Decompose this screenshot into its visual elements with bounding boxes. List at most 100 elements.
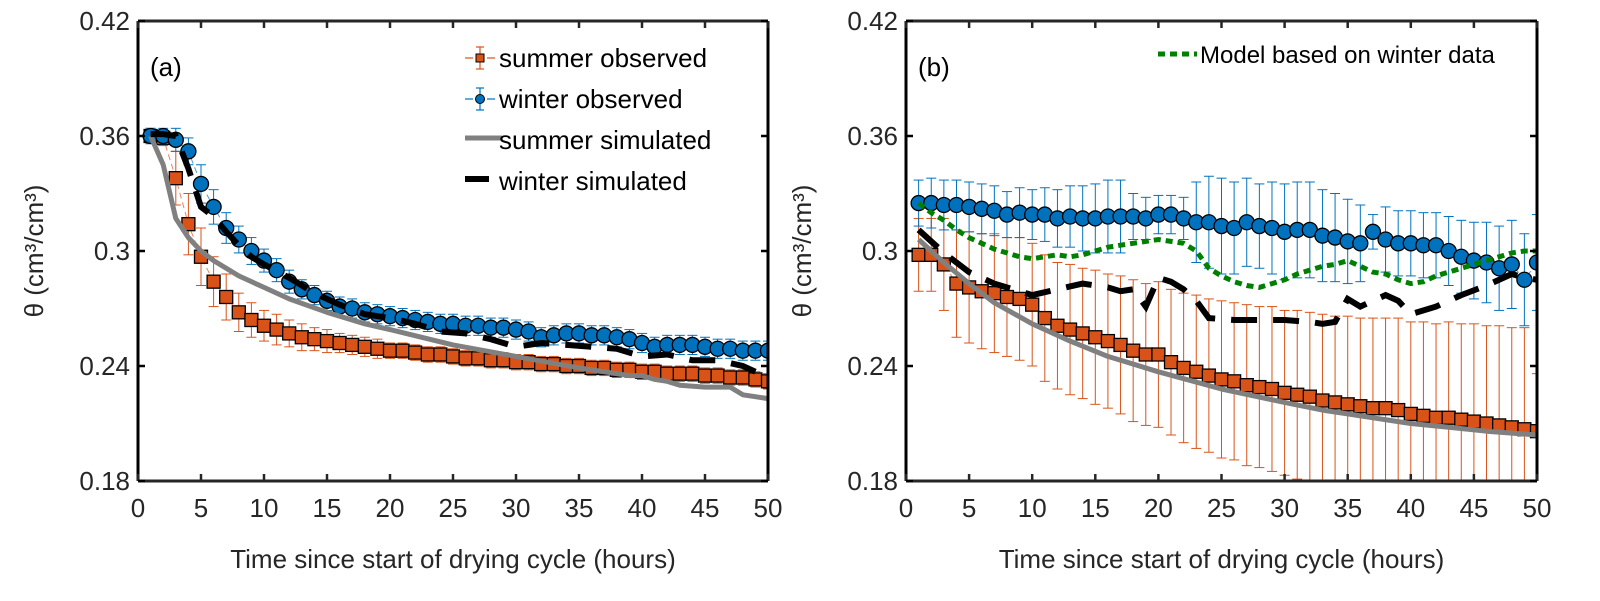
data-point-square (1277, 385, 1292, 400)
x-tick-label: 20 (376, 493, 405, 523)
data-point-square (697, 368, 713, 383)
data-point-square (723, 370, 738, 385)
legend-marker-square (475, 53, 485, 63)
y-tick-label: 0.18 (847, 466, 898, 496)
axes: 0 5 10 15 20 25 30 35 40 45 50 0.18 0.24 0.3 0.36 0.42 (79, 6, 782, 523)
data-point-square (911, 247, 926, 262)
data-point-square (408, 345, 423, 360)
data-point-square (1529, 424, 1537, 439)
data-point-square (1252, 379, 1267, 395)
data-point-square (1315, 393, 1330, 408)
data-point-square (445, 349, 461, 364)
data-point-square (1037, 310, 1052, 326)
data-point-square (1163, 355, 1179, 370)
data-point-square (1025, 297, 1040, 312)
x-tick-label: 30 (1270, 493, 1299, 523)
data-point-square (1391, 402, 1406, 418)
data-point-square (395, 343, 410, 358)
summer-simulated-line (148, 134, 768, 402)
x-tick-label: 45 (1459, 493, 1488, 523)
data-point-square (382, 343, 398, 358)
series-summer-simulated (916, 237, 1537, 438)
legend: summer observed winter observed summer sim… (465, 43, 711, 196)
data-point-square (1365, 401, 1381, 416)
summer-simulated-line (916, 237, 1537, 438)
data-point-square (1138, 347, 1153, 362)
panel-b: 0 5 10 15 20 25 30 35 40 45 50 0.18 0.24 0.3 0.36 0.42 T… (787, 6, 1551, 574)
data-point-circle (1528, 254, 1537, 271)
x-tick-label: 30 (502, 493, 531, 523)
legend-label: winter simulated (498, 166, 687, 196)
x-tick-label: 45 (691, 493, 720, 523)
data-point-square (1113, 337, 1128, 353)
legend-item: winter simulated (465, 166, 687, 196)
data-point-square (1327, 395, 1343, 410)
data-point-square (1353, 399, 1368, 414)
legend-label: summer observed (499, 43, 707, 73)
x-tick-label: 10 (1018, 493, 1047, 523)
series-winter-observed (142, 127, 768, 361)
x-tick-label: 0 (899, 493, 913, 523)
x-tick-label: 15 (313, 493, 342, 523)
data-point-square (256, 318, 272, 333)
x-tick-label: 50 (1523, 493, 1552, 523)
error-bar (763, 340, 768, 361)
legend-item: summer observed (465, 43, 707, 73)
plot-area (142, 127, 768, 402)
y-tick-label: 0.42 (79, 6, 130, 36)
axes: 0 5 10 15 20 25 30 35 40 45 50 0.18 0.24 0.3 0.36 0.42 (847, 6, 1551, 523)
winter-simulated-line (916, 227, 1537, 327)
x-tick-label: 25 (1207, 493, 1236, 523)
data-point-square (685, 366, 700, 381)
data-point-circle (1364, 223, 1382, 240)
data-point-square (1201, 368, 1217, 383)
data-point-square (294, 330, 309, 345)
series-model-based-on-winter-data (917, 201, 1537, 290)
panel-label: (b) (918, 52, 950, 82)
data-point-square (672, 366, 687, 381)
data-point-square (1479, 416, 1494, 431)
data-point-square (1062, 322, 1078, 337)
data-point-square (319, 333, 335, 349)
series-winter-observed (910, 175, 1537, 327)
data-point-square (1050, 318, 1065, 333)
data-point-circle (1516, 271, 1533, 288)
data-point-square (1416, 408, 1431, 423)
x-tick-label: 5 (194, 493, 208, 523)
data-point-square (1189, 364, 1204, 379)
data-point-circle (759, 342, 768, 359)
x-tick-label: 35 (565, 493, 594, 523)
error-bar (1532, 373, 1537, 481)
data-point-square (1088, 330, 1103, 345)
data-point-square (244, 312, 259, 328)
y-tick-label: 0.36 (79, 121, 130, 151)
data-point-square (332, 335, 347, 351)
x-tick-label: 25 (439, 493, 468, 523)
data-point-square (999, 289, 1015, 305)
legend-label: winter observed (498, 84, 683, 114)
data-point-square (1302, 389, 1317, 404)
winter-simulated-line (150, 131, 768, 381)
x-axis-label: Time since start of drying cycle (hours) (230, 544, 676, 574)
panel-label: (a) (150, 52, 182, 82)
legend-label: summer simulated (499, 125, 711, 155)
data-point-square (1454, 412, 1469, 427)
legend-label: Model based on winter data (1200, 42, 1496, 69)
data-point-square (1214, 372, 1229, 387)
data-point-circle (1503, 256, 1520, 273)
data-point-square (231, 305, 246, 320)
data-point-square (1378, 401, 1393, 416)
series-summer-observed (911, 217, 1537, 481)
y-tick-label: 0.24 (847, 351, 898, 381)
data-point-square (483, 353, 498, 368)
winter-model-line (917, 201, 1537, 290)
data-point-circle (192, 175, 210, 193)
data-point-square (307, 332, 322, 347)
data-point-square (1226, 374, 1242, 389)
error-bar (1532, 214, 1537, 311)
y-axis-label: θ (cm³/cm³) (19, 185, 49, 318)
data-point-square (1403, 406, 1418, 422)
data-point-square (471, 351, 486, 366)
data-point-square (219, 289, 234, 305)
